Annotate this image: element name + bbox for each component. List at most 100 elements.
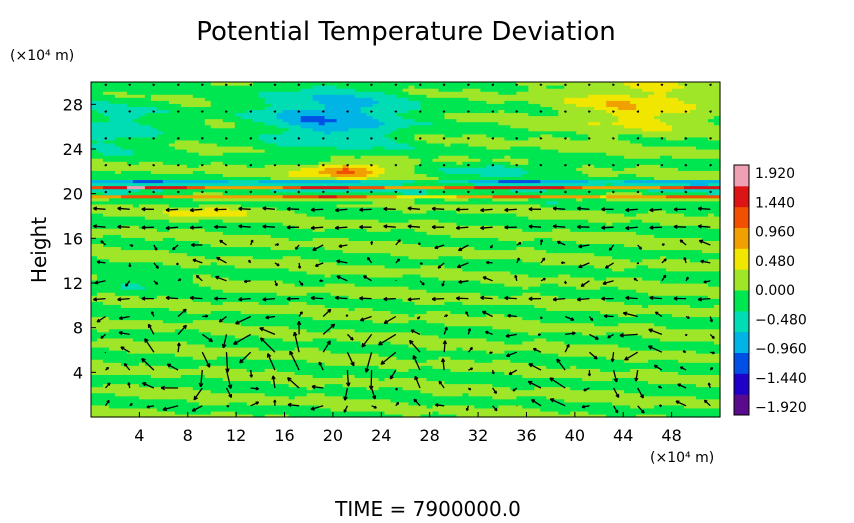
heatmap-cell: [672, 362, 679, 366]
heatmap-cell: [162, 316, 170, 321]
heatmap-cell: [516, 298, 523, 302]
heatmap-cell: [534, 301, 541, 305]
heatmap-cell: [486, 389, 493, 394]
heatmap-cell: [636, 386, 643, 391]
heatmap-cell: [210, 334, 218, 339]
heatmap-cell: [636, 362, 643, 366]
heatmap-cell: [558, 301, 565, 305]
heatmap-cell: [318, 398, 326, 403]
heatmap-cell: [396, 383, 404, 388]
heatmap-cell: [426, 350, 434, 354]
heatmap-cell: [252, 362, 260, 366]
heatmap-cell: [546, 368, 553, 372]
heatmap-cell: [198, 328, 206, 333]
heatmap-cell: [498, 359, 505, 363]
heatmap-cell: [600, 307, 607, 312]
heatmap-cell: [360, 383, 368, 388]
heatmap-cell: [522, 313, 529, 318]
heatmap-cell: [228, 334, 236, 339]
heatmap-cell: [654, 313, 661, 318]
heatmap-cell: [270, 307, 278, 312]
heatmap-cell: [390, 407, 398, 412]
heatmap-cell: [690, 319, 697, 324]
heatmap-cell: [216, 331, 224, 336]
heatmap-cell: [342, 328, 350, 333]
heatmap-cell: [552, 334, 559, 339]
heatmap-cell: [342, 359, 350, 363]
heatmap-cell: [102, 356, 110, 360]
heatmap-cell: [660, 304, 667, 308]
heatmap-cell: [132, 353, 140, 357]
heatmap-cell: [402, 377, 410, 382]
heatmap-cell: [612, 386, 619, 391]
heatmap-cell: [174, 337, 182, 342]
heatmap-cell: [546, 337, 553, 342]
heatmap-cell: [678, 410, 685, 415]
heatmap-cell: [240, 343, 248, 348]
heatmap-cell: [570, 298, 577, 302]
heatmap-cell: [696, 359, 703, 363]
heatmap-cell: [330, 365, 338, 369]
heatmap-cell: [330, 386, 338, 391]
heatmap-cell: [486, 356, 493, 360]
heatmap-cell: [540, 371, 547, 375]
heatmap-cell: [186, 334, 194, 339]
heatmap-cell: [612, 371, 619, 375]
heatmap-cell: [654, 350, 661, 354]
heatmap-cell: [216, 350, 224, 354]
heatmap-cell: [432, 343, 440, 348]
heatmap-cell: [552, 337, 559, 342]
heatmap-cell: [126, 301, 134, 305]
heatmap-cell: [132, 401, 140, 406]
heatmap-cell: [402, 395, 410, 400]
heatmap-cell: [564, 301, 571, 305]
heatmap-cell: [468, 392, 475, 397]
heatmap-cell: [168, 368, 176, 372]
heatmap-cell: [354, 353, 362, 357]
heatmap-cell: [684, 410, 691, 415]
heatmap-cell: [576, 371, 583, 375]
heatmap-cell: [714, 371, 721, 375]
heatmap-cell: [654, 362, 661, 366]
heatmap-cell: [522, 343, 529, 348]
heatmap-cell: [594, 365, 601, 369]
heatmap-cell: [330, 413, 338, 418]
heatmap-cell: [126, 365, 134, 369]
heatmap-cell: [318, 356, 326, 360]
heatmap-cell: [612, 359, 619, 363]
heatmap-cell: [108, 380, 116, 385]
heatmap-cell: [312, 371, 320, 375]
heatmap-cell: [210, 383, 218, 388]
heatmap-cell: [324, 365, 332, 369]
heatmap-cell: [288, 386, 296, 391]
heatmap-cell: [228, 377, 236, 382]
heatmap-cell: [408, 319, 416, 324]
heatmap-cell: [288, 410, 296, 415]
heatmap-cell: [408, 316, 416, 321]
heatmap-cell: [618, 389, 625, 394]
heatmap-cell: [486, 398, 493, 403]
heatmap-cell: [294, 313, 302, 318]
heatmap-cell: [348, 319, 356, 324]
heatmap-cell: [606, 346, 613, 351]
heatmap-cell: [564, 325, 571, 330]
heatmap-cell: [480, 368, 487, 372]
heatmap-cell: [600, 343, 607, 348]
heatmap-cell: [306, 359, 314, 363]
heatmap-cell: [522, 331, 529, 336]
heatmap-cell: [714, 386, 721, 391]
heatmap-cell: [156, 359, 164, 363]
heatmap-cell: [612, 398, 619, 403]
heatmap-cell: [480, 350, 487, 354]
heatmap-cell: [474, 398, 481, 403]
heatmap-cell: [91, 301, 98, 305]
heatmap-cell: [414, 410, 422, 415]
heatmap-cell: [210, 407, 218, 412]
heatmap-cell: [480, 334, 487, 339]
heatmap-cell: [258, 386, 266, 391]
heatmap-cell: [354, 380, 362, 385]
heatmap-cell: [600, 304, 607, 308]
heatmap-cell: [234, 307, 242, 312]
heatmap-cell: [594, 310, 601, 315]
